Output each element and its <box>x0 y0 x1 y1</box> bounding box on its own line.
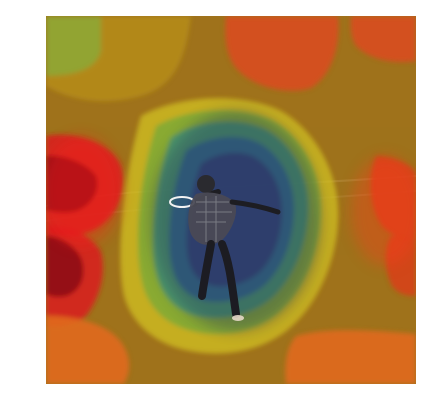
person-head <box>197 175 215 193</box>
person-right-arm <box>229 199 281 215</box>
region-left-darkred-2 <box>46 236 84 297</box>
region-top-left-yellow <box>46 16 191 102</box>
person-figure <box>169 175 281 321</box>
region-bottom-right-orange <box>285 330 416 384</box>
person-leg-left <box>198 240 215 300</box>
heatmap-figure <box>46 16 416 384</box>
person-torso <box>188 192 237 245</box>
person-foot <box>232 315 244 321</box>
overlay-glow <box>46 111 416 331</box>
region-top-right-orange-2 <box>350 16 416 63</box>
region-top-right-orange-1 <box>225 16 339 91</box>
person-leg-right <box>218 240 240 318</box>
plaid-pattern <box>196 196 232 242</box>
region-bottom-left-orange <box>46 316 130 384</box>
heatmap-svg <box>46 16 416 384</box>
